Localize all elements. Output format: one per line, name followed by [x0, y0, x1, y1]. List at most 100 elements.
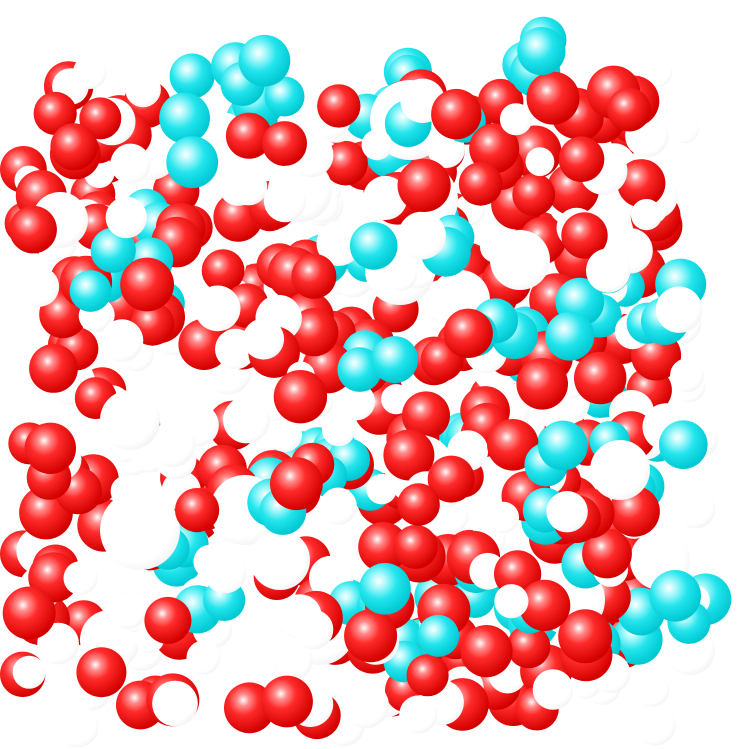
- hydrogen-atom: [343, 682, 389, 729]
- oxygen-atom: [506, 624, 551, 669]
- oxygen-atom: [431, 88, 482, 140]
- oxygen-atom: [2, 586, 56, 640]
- hydrogen-atom: [398, 211, 446, 260]
- hydrogen-atom: [110, 593, 146, 629]
- hydrogen-atom: [675, 488, 716, 529]
- hydrogen-atom: [316, 221, 362, 266]
- cyan-atom: [90, 227, 136, 273]
- hydrogen-atom: [186, 640, 221, 675]
- oxygen-atom: [33, 91, 77, 135]
- hydrogen-atom: [399, 695, 438, 734]
- oxygen-atom: [558, 609, 613, 664]
- hydrogen-atom: [319, 487, 357, 525]
- hydrogen-atom: [269, 637, 313, 682]
- cyan-atom: [264, 76, 305, 117]
- oxygen-atom: [617, 159, 666, 208]
- hydrogen-atom: [293, 609, 334, 650]
- oxygen-atom: [79, 97, 122, 140]
- hydrogen-atom: [546, 491, 588, 533]
- oxygen-atom: [273, 370, 328, 424]
- oxygen-atom: [323, 140, 368, 186]
- cyan-atom: [166, 136, 219, 189]
- hydrogen-atom: [250, 530, 310, 590]
- oxygen-atom: [427, 455, 475, 503]
- hydrogen-atom: [242, 318, 285, 360]
- oxygen-atom: [460, 625, 513, 678]
- oxygen-atom: [201, 249, 245, 292]
- oxygen-atom: [458, 162, 503, 206]
- hydrogen-atom: [56, 705, 99, 748]
- hydrogen-atom: [361, 129, 393, 161]
- hydrogen-atom: [655, 286, 703, 333]
- hydrogen-atom: [494, 584, 529, 619]
- cyan-atom: [337, 347, 383, 392]
- hydrogen-atom: [105, 196, 147, 239]
- oxygen-atom: [397, 158, 451, 212]
- cyan-atom: [238, 34, 291, 87]
- hydrogen-atom: [263, 180, 307, 223]
- hydrogen-atom: [630, 199, 663, 231]
- cyan-atom: [371, 336, 419, 384]
- oxygen-atom: [469, 123, 520, 174]
- cyan-atom: [349, 222, 398, 270]
- hydrogen-atom: [63, 561, 98, 596]
- oxygen-atom: [607, 87, 651, 132]
- oxygen-atom: [526, 71, 580, 125]
- hydrogen-atom: [100, 490, 180, 570]
- hydrogen-atom: [385, 259, 417, 291]
- oxygen-atom: [50, 123, 98, 171]
- hydrogen-atom: [490, 230, 550, 290]
- hydrogen-atom: [19, 266, 60, 307]
- oxygen-atom: [443, 308, 493, 358]
- hydrogen-atom: [37, 622, 79, 665]
- hydrogen-atom: [532, 669, 574, 710]
- hydrogen-atom: [499, 103, 533, 136]
- oxygen-atom: [76, 647, 127, 698]
- oxygen-atom: [290, 307, 339, 357]
- oxygen-atom: [24, 422, 76, 474]
- cyan-atom: [69, 270, 112, 312]
- hydrogen-atom: [321, 412, 356, 447]
- oxygen-atom: [512, 173, 556, 217]
- hydrogen-atom: [487, 501, 520, 534]
- hydrogen-atom: [267, 417, 303, 453]
- oxygen-atom: [516, 358, 568, 410]
- oxygen-atom: [383, 429, 435, 481]
- hydrogen-atom: [204, 551, 247, 594]
- hydrogen-atom: [230, 168, 268, 206]
- cyan-atom: [545, 311, 595, 361]
- hydrogen-atom: [337, 383, 376, 421]
- hydrogen-atom: [670, 358, 704, 393]
- hydrogen-atom: [586, 248, 631, 293]
- cyan-atom: [538, 420, 588, 471]
- hydrogen-atom: [100, 390, 160, 450]
- hydrogen-atom: [635, 705, 676, 746]
- hydrogen-atom: [12, 655, 46, 689]
- hydrogen-atom: [100, 319, 144, 362]
- oxygen-atom: [291, 253, 337, 299]
- oxygen-atom: [144, 596, 192, 644]
- oxygen-atom: [317, 84, 361, 128]
- oxygen-atom: [261, 675, 313, 728]
- hydrogen-atom: [670, 115, 699, 144]
- oxygen-atom: [402, 391, 450, 440]
- oxygen-atom: [406, 654, 449, 697]
- oxygen-atom: [29, 344, 78, 393]
- cyan-atom: [659, 420, 708, 470]
- oxygen-atom: [519, 579, 571, 632]
- hydrogen-atom: [73, 55, 107, 89]
- oxygen-atom: [561, 212, 608, 259]
- hydrogen-atom: [223, 396, 270, 444]
- oxygen-atom: [344, 609, 398, 663]
- hydrogen-atom: [152, 680, 198, 727]
- oxygen-atom: [393, 524, 438, 569]
- oxygen-atom: [270, 457, 323, 511]
- hydrogen-atom: [363, 175, 408, 221]
- hydrogen-atom: [194, 285, 241, 332]
- oxygen-atom: [574, 351, 627, 405]
- oxygen-atom: [558, 136, 605, 182]
- oxygen-atom: [582, 528, 632, 579]
- cyan-atom: [169, 53, 215, 99]
